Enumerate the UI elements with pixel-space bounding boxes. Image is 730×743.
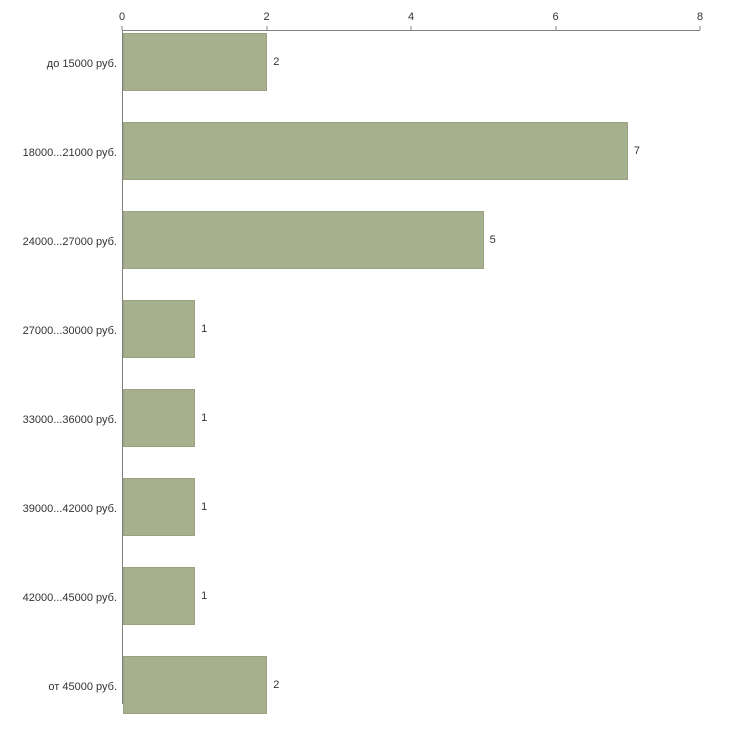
x-tick-label: 0 bbox=[118, 11, 126, 23]
bar-line: 5 bbox=[123, 211, 700, 269]
value-label: 1 bbox=[201, 501, 208, 513]
value-label: 5 bbox=[489, 234, 496, 246]
bar bbox=[123, 656, 268, 714]
bar-line: 2 bbox=[123, 656, 700, 714]
bar bbox=[123, 300, 196, 358]
category-label: 27000...30000 руб. bbox=[22, 325, 117, 337]
bar-line: 1 bbox=[123, 389, 700, 447]
bar bbox=[123, 389, 196, 447]
bar-line: 7 bbox=[123, 122, 700, 180]
bar-row: 42000...45000 руб. 1 bbox=[23, 567, 700, 654]
bar-line: 2 bbox=[123, 33, 700, 91]
value-label: 1 bbox=[201, 590, 208, 602]
x-tick-mark bbox=[121, 26, 123, 30]
bar-line: 1 bbox=[123, 567, 700, 625]
bar-row: от 45000 руб. 2 bbox=[48, 656, 700, 743]
plot-area: до 15000 руб. 2 18000...21000 руб. 7 24000..… bbox=[23, 30, 700, 714]
x-axis: 0 2 4 6 8 bbox=[118, 0, 704, 30]
category-label: 18000...21000 руб. bbox=[22, 147, 117, 159]
x-tick-label: 8 bbox=[696, 11, 704, 23]
x-tick-label: 2 bbox=[263, 11, 270, 23]
value-label: 2 bbox=[273, 56, 280, 68]
bar bbox=[123, 33, 268, 91]
value-label: 7 bbox=[633, 145, 640, 157]
x-tick-label: 6 bbox=[552, 11, 559, 23]
bar bbox=[123, 478, 196, 536]
x-tick-mark bbox=[555, 26, 556, 30]
x-tick-label: 4 bbox=[407, 11, 415, 23]
x-tick-mark bbox=[410, 26, 412, 30]
bar-row: 27000...30000 руб. 1 bbox=[23, 300, 700, 387]
category-label: 39000...42000 руб. bbox=[22, 503, 117, 515]
category-label: 33000...36000 руб. bbox=[22, 414, 117, 426]
bar-line: 1 bbox=[123, 300, 700, 358]
value-label: 1 bbox=[201, 412, 208, 424]
bar-line: 1 bbox=[123, 478, 700, 536]
category-label: 42000...45000 руб. bbox=[22, 592, 117, 604]
category-label: 24000...27000 руб. bbox=[22, 236, 117, 248]
value-label: 1 bbox=[201, 323, 208, 335]
category-label: от 45000 руб. bbox=[48, 681, 117, 693]
bar-row: до 15000 руб. 2 bbox=[47, 33, 700, 120]
value-label: 2 bbox=[273, 679, 280, 691]
bar bbox=[123, 567, 196, 625]
bar-row: 33000...36000 руб. 1 bbox=[23, 389, 700, 476]
bar bbox=[123, 211, 484, 269]
category-label: до 15000 руб. bbox=[46, 58, 117, 70]
x-tick-mark bbox=[266, 26, 267, 30]
bar-row: 39000...42000 руб. 1 bbox=[23, 478, 700, 565]
bar bbox=[123, 122, 628, 180]
bar-row: 18000...21000 руб. 7 bbox=[23, 122, 700, 209]
x-tick-mark bbox=[699, 26, 701, 30]
bar-row: 24000...27000 руб. 5 bbox=[23, 211, 700, 298]
